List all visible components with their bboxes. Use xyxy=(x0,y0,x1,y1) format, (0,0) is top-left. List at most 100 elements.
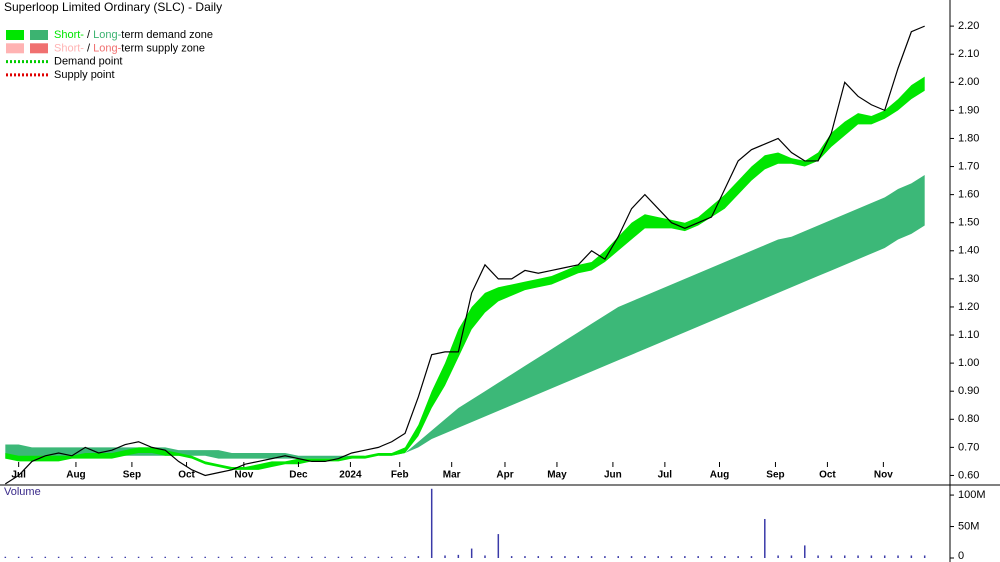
volume-bar xyxy=(430,488,433,558)
volume-bar xyxy=(777,555,779,558)
y-tick-label: 1.60 xyxy=(958,189,979,201)
legend-swatch xyxy=(6,43,24,54)
volume-bar xyxy=(524,556,526,558)
volume-bar xyxy=(244,556,246,558)
volume-bar xyxy=(31,556,33,558)
volume-bar xyxy=(151,556,153,558)
volume-bar xyxy=(4,556,7,558)
x-tick-label: Aug xyxy=(66,470,85,481)
volume-bar xyxy=(604,556,606,558)
volume-bar xyxy=(857,555,859,558)
volume-bar xyxy=(870,555,873,558)
y-tick-label: 1.10 xyxy=(958,329,979,341)
y-tick-label: 1.20 xyxy=(958,301,979,313)
volume-bar xyxy=(737,556,739,558)
volume-bar xyxy=(444,555,446,558)
y-tick-label: 0.70 xyxy=(958,441,979,453)
legend-text-part: term supply zone xyxy=(121,42,205,54)
price-line xyxy=(5,25,925,485)
x-tick-label: Jul xyxy=(11,470,26,481)
volume-bar xyxy=(404,556,406,558)
volume-bar xyxy=(750,556,753,558)
volume-bar xyxy=(164,556,166,558)
legend-text-part: Short- xyxy=(54,42,84,54)
volume-bar xyxy=(390,556,393,558)
volume-bar xyxy=(204,556,206,558)
volume-bar xyxy=(377,556,380,558)
volume-bar xyxy=(590,556,593,558)
y-tick-label: 100M xyxy=(958,489,986,501)
x-tick-label: Mar xyxy=(443,470,461,481)
legend-label: Demand point xyxy=(54,56,123,68)
y-tick-label: 1.80 xyxy=(958,132,979,144)
y-tick-label: 2.20 xyxy=(958,20,979,32)
volume-bar xyxy=(311,556,313,558)
volume-bar xyxy=(843,555,846,558)
volume-bar xyxy=(724,556,726,558)
x-tick-label: 2024 xyxy=(339,470,362,481)
legend-text-part: Long- xyxy=(93,29,121,41)
y-tick-label: 1.70 xyxy=(958,160,979,172)
volume-bar xyxy=(84,556,87,558)
volume-bar xyxy=(910,555,913,558)
volume-bar xyxy=(617,556,619,558)
legend-label: Short- / Long-term demand zone xyxy=(54,29,213,41)
y-tick-label: 1.50 xyxy=(958,217,979,229)
volume-bar xyxy=(923,555,926,558)
y-tick-label: 1.90 xyxy=(958,104,979,116)
volume-bar xyxy=(337,556,340,558)
volume-bar xyxy=(271,556,273,558)
volume-bar xyxy=(57,556,60,558)
legend-label: Supply point xyxy=(54,69,115,81)
x-tick-label: Oct xyxy=(178,470,195,481)
x-tick-label: Jul xyxy=(658,470,673,481)
panel-title: Volume xyxy=(4,486,41,498)
volume-bar xyxy=(297,556,300,558)
volume-bar xyxy=(217,556,220,558)
volume-bar xyxy=(137,556,140,558)
volume-bar xyxy=(44,556,47,558)
volume-bar xyxy=(657,556,659,558)
volume-bar xyxy=(470,548,473,558)
volume-bar xyxy=(177,556,180,558)
volume-bar xyxy=(830,555,833,558)
volume-bar xyxy=(883,555,886,558)
volume-bar xyxy=(457,554,460,558)
volume-bar xyxy=(324,556,326,558)
y-tick-label: 0.60 xyxy=(958,469,979,481)
volume-bar xyxy=(764,518,766,558)
volume-bar xyxy=(564,556,566,558)
volume-bar xyxy=(364,556,366,558)
x-tick-label: Feb xyxy=(391,470,409,481)
volume-bar xyxy=(510,556,513,558)
volume-bar xyxy=(710,556,713,558)
volume-bar xyxy=(497,534,500,558)
volume-bar xyxy=(684,556,686,558)
volume-bar xyxy=(537,556,540,558)
volume-bar xyxy=(817,555,819,558)
volume-bar xyxy=(790,555,793,558)
legend-text-part: / xyxy=(84,29,93,41)
x-tick-label: Apr xyxy=(496,470,513,481)
legend-label: Short- / Long-term supply zone xyxy=(54,42,205,54)
y-tick-label: 0.80 xyxy=(958,413,979,425)
chart-title: Superloop Limited Ordinary (SLC) - Daily xyxy=(4,0,222,14)
volume-bar xyxy=(231,556,233,558)
volume-bar xyxy=(697,556,699,558)
volume-bar xyxy=(257,556,260,558)
legend-text-part: / xyxy=(84,42,93,54)
volume-bar xyxy=(484,555,486,558)
volume-bar xyxy=(284,556,286,558)
x-tick-label: Sep xyxy=(123,470,141,481)
x-tick-label: Nov xyxy=(874,470,893,481)
x-tick-label: Sep xyxy=(766,470,784,481)
y-tick-label: 2.10 xyxy=(958,48,979,60)
volume-bar xyxy=(111,556,113,558)
y-tick-label: 1.30 xyxy=(958,273,979,285)
x-tick-label: Nov xyxy=(234,470,253,481)
volume-bar xyxy=(124,556,126,558)
volume-bar xyxy=(17,556,20,558)
